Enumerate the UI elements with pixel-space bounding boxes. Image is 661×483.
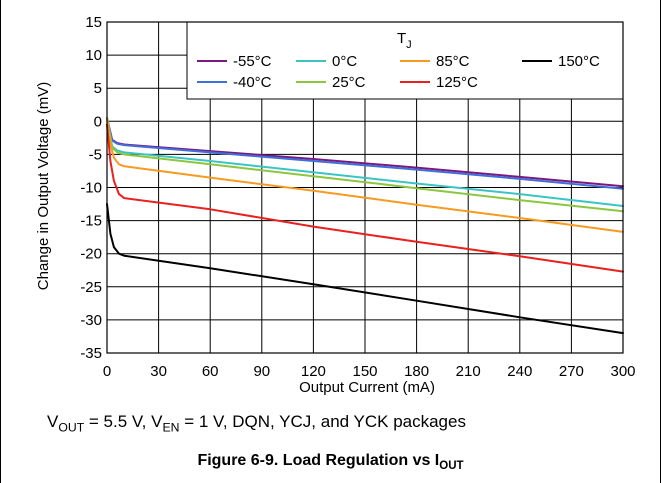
series-line-5 bbox=[106, 123, 624, 273]
legend-label-4: 85°C bbox=[436, 53, 470, 70]
y-tick-labels: 15 10 5 0 -5 -10 -15 -20 -25 -30 -35 bbox=[80, 14, 102, 362]
x-tick-label: 300 bbox=[610, 363, 635, 380]
series-line-3 bbox=[106, 117, 624, 213]
y-tick-label: 10 bbox=[85, 47, 102, 64]
series-lines bbox=[106, 117, 624, 335]
y-tick-label: -20 bbox=[80, 246, 102, 263]
y-tick-label: -25 bbox=[80, 279, 102, 296]
x-tick-label: 270 bbox=[559, 363, 584, 380]
legend-label-6: 150°C bbox=[558, 53, 600, 70]
series-line-2 bbox=[106, 117, 624, 207]
legend-items: -55°C 0°C 85°C 150°C -40°C 25°C 125°C bbox=[197, 53, 600, 91]
series-line-6 bbox=[106, 203, 624, 335]
y-tick-label: 0 bbox=[94, 113, 102, 130]
legend-title: TJ bbox=[397, 30, 412, 51]
y-tick-label: -30 bbox=[80, 312, 102, 329]
plot-border bbox=[106, 21, 624, 354]
x-tick-label: 240 bbox=[507, 363, 532, 380]
x-axis-label: Output Current (mA) bbox=[299, 379, 435, 396]
y-tick-label: -5 bbox=[89, 146, 102, 163]
y-tick-label: 5 bbox=[94, 80, 102, 97]
x-tick-label: 90 bbox=[253, 363, 270, 380]
y-tick-label: -10 bbox=[80, 180, 102, 197]
legend-label-0: -55°C bbox=[233, 53, 272, 70]
legend-label-3: 25°C bbox=[332, 74, 366, 91]
y-tick-label: -35 bbox=[80, 345, 102, 362]
figure-caption: Figure 6-9. Load Regulation vs IOUT bbox=[197, 452, 464, 473]
chart: TJ -55°C 0°C 85°C 150°C -40°C 25°C 125°C 0 30 60… bbox=[35, 14, 636, 396]
legend-label-2: 0°C bbox=[332, 53, 357, 70]
x-tick-label: 150 bbox=[352, 363, 377, 380]
x-tick-label: 30 bbox=[150, 363, 167, 380]
x-tick-label: 0 bbox=[103, 363, 111, 380]
legend-label-1: -40°C bbox=[233, 74, 272, 91]
y-tick-label: -15 bbox=[80, 213, 102, 230]
legend-label-5: 125°C bbox=[436, 74, 478, 91]
x-tick-label: 60 bbox=[202, 363, 219, 380]
series-line-1 bbox=[106, 117, 624, 190]
x-tick-label: 210 bbox=[456, 363, 481, 380]
x-tick-label: 120 bbox=[301, 363, 326, 380]
series-line-4 bbox=[106, 118, 624, 233]
x-tick-labels: 0 30 60 90 120 150 180 210 240 270 300 bbox=[103, 363, 636, 380]
y-axis-label: Change in Output Voltage (mV) bbox=[35, 82, 52, 290]
test-conditions: VOUT = 5.5 V, VEN = 1 V, DQN, YCJ, and Y… bbox=[47, 412, 466, 435]
y-tick-label: 15 bbox=[85, 14, 102, 31]
x-tick-label: 180 bbox=[404, 363, 429, 380]
